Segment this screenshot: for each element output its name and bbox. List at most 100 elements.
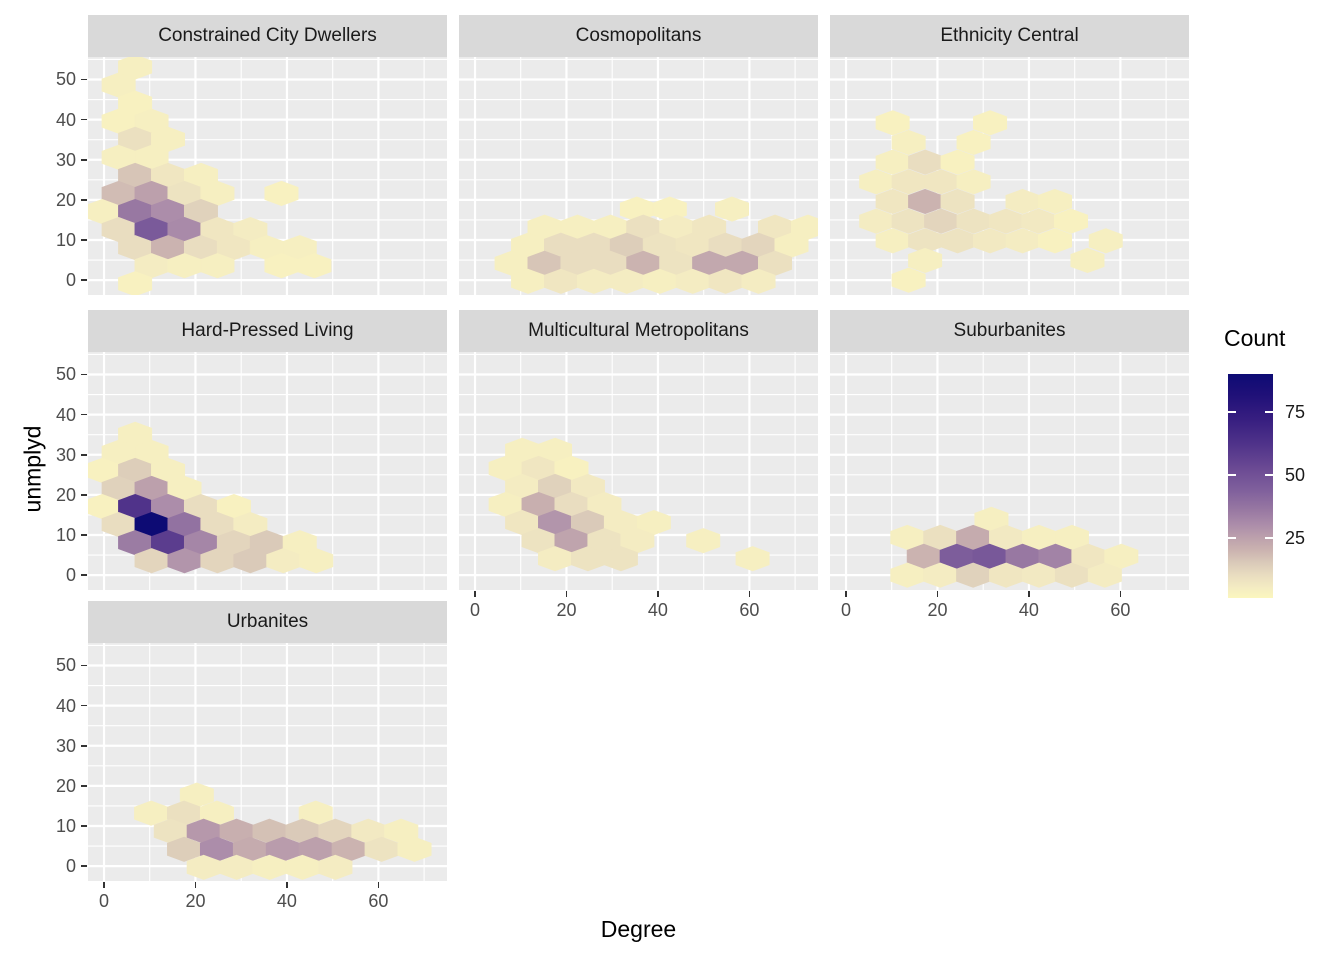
facet-panel	[88, 352, 447, 590]
hex-bin	[989, 208, 1024, 234]
legend-tick-mark	[1265, 473, 1273, 476]
legend-gradient-bar	[1228, 374, 1273, 598]
y-tick-label: 40	[55, 404, 76, 425]
x-axis-tick	[845, 591, 847, 597]
hexbin-plot-area	[459, 352, 818, 590]
facet-strip: Hard-Pressed Living	[88, 310, 447, 352]
hex-bin	[924, 169, 959, 195]
y-tick-label: 20	[55, 189, 76, 210]
hex-bin	[908, 247, 943, 274]
x-tick-label: 40	[647, 600, 668, 620]
y-axis-tick	[81, 78, 87, 81]
hex-bin	[1021, 208, 1056, 234]
hex-bin	[118, 271, 153, 295]
y-tick-label: 10	[55, 230, 76, 250]
facet-strip: Constrained City Dwellers	[88, 15, 447, 57]
hex-bin	[891, 169, 926, 195]
x-tick-label: 0	[469, 600, 480, 620]
x-axis-tick	[1028, 591, 1030, 597]
hex-bin	[1054, 208, 1089, 234]
legend-tick-mark	[1265, 536, 1273, 539]
facet-title: Constrained City Dwellers	[158, 25, 377, 46]
y-axis-tick	[81, 744, 87, 747]
y-tick-label: 40	[55, 695, 76, 716]
hexbin-plot-area	[830, 352, 1189, 590]
hex-bin	[715, 196, 750, 222]
x-tick-label: 60	[1110, 600, 1131, 620]
y-tick-label: 10	[55, 816, 76, 836]
hex-bin	[859, 169, 894, 195]
hexbin-plot-area	[830, 57, 1189, 295]
hexbin-plot-area	[459, 57, 818, 295]
legend-title: Count	[1224, 325, 1286, 351]
x-axis-tick	[194, 882, 197, 888]
legend-tick-mark	[1228, 536, 1236, 539]
x-tick-label: 60	[368, 891, 389, 911]
hex-bin	[891, 267, 926, 293]
facet-title: Urbanites	[226, 611, 309, 632]
x-tick-label: 0	[840, 600, 851, 620]
hex-bin	[940, 228, 975, 254]
hex-bin	[1038, 188, 1072, 215]
x-tick-label: 40	[1018, 600, 1039, 620]
hexbin-plot-area	[88, 352, 447, 590]
hex-bin	[397, 836, 432, 862]
y-axis-tick	[81, 664, 87, 667]
x-tick-label: 40	[276, 891, 297, 911]
facet-panel	[459, 352, 818, 590]
facet-title: Suburbanites	[953, 320, 1066, 341]
hex-bin	[924, 208, 959, 234]
legend-tick-label: 75	[1285, 401, 1306, 422]
hex-bin	[1087, 562, 1122, 588]
y-tick-label: 20	[55, 484, 76, 505]
facet-panel	[88, 57, 447, 295]
y-tick-label: 40	[55, 109, 76, 130]
hexbin-plot-area	[88, 57, 447, 295]
x-axis-tick	[657, 591, 659, 597]
x-axis-tick	[936, 591, 939, 597]
y-tick-label: 20	[55, 775, 76, 796]
legend-tick-label: 25	[1285, 527, 1306, 548]
x-axis-tick	[748, 591, 751, 597]
facet-strip: Urbanites	[88, 601, 447, 643]
x-axis-tick	[1119, 591, 1122, 597]
x-tick-label: 20	[927, 600, 948, 620]
x-axis-tick	[565, 591, 568, 597]
y-tick-label: 50	[55, 69, 76, 90]
hexbin-plot-area	[88, 643, 447, 881]
x-tick-label: 20	[185, 891, 206, 911]
legend-tick-mark	[1265, 410, 1273, 413]
y-tick-label: 30	[55, 149, 76, 170]
hex-bin	[299, 548, 334, 574]
x-axis-tick	[377, 882, 380, 888]
legend-tick-mark	[1228, 473, 1236, 476]
facet-title: Multicultural Metropolitans	[528, 320, 749, 341]
y-axis-tick	[81, 453, 87, 456]
facet-strip: Cosmopolitans	[459, 15, 818, 57]
hex-bin	[1104, 543, 1139, 569]
hex-bin	[741, 268, 776, 294]
x-tick-label: 20	[556, 600, 577, 620]
legend-tick-label: 50	[1285, 464, 1306, 485]
facet-strip: Ethnicity Central	[830, 15, 1189, 57]
hex-bin	[973, 110, 1008, 136]
hex-bin	[1005, 188, 1040, 215]
hex-bin	[1038, 228, 1072, 254]
hex-bin	[297, 253, 332, 279]
hex-bin	[1088, 228, 1123, 254]
hex-bin	[603, 546, 638, 572]
facet-strip: Multicultural Metropolitans	[459, 310, 818, 352]
y-tick-label: 10	[55, 525, 76, 545]
y-axis-tick	[81, 534, 87, 536]
y-axis-tick	[81, 373, 87, 376]
facet-panel	[459, 57, 818, 295]
hex-bin	[318, 854, 353, 880]
y-tick-label: 0	[65, 270, 76, 291]
y-axis-tick	[81, 704, 87, 707]
hex-bin	[1005, 228, 1040, 254]
hex-bin	[859, 208, 894, 234]
y-tick-label: 50	[55, 655, 76, 676]
y-axis-tick	[81, 279, 87, 281]
x-tick-label: 0	[98, 891, 109, 911]
